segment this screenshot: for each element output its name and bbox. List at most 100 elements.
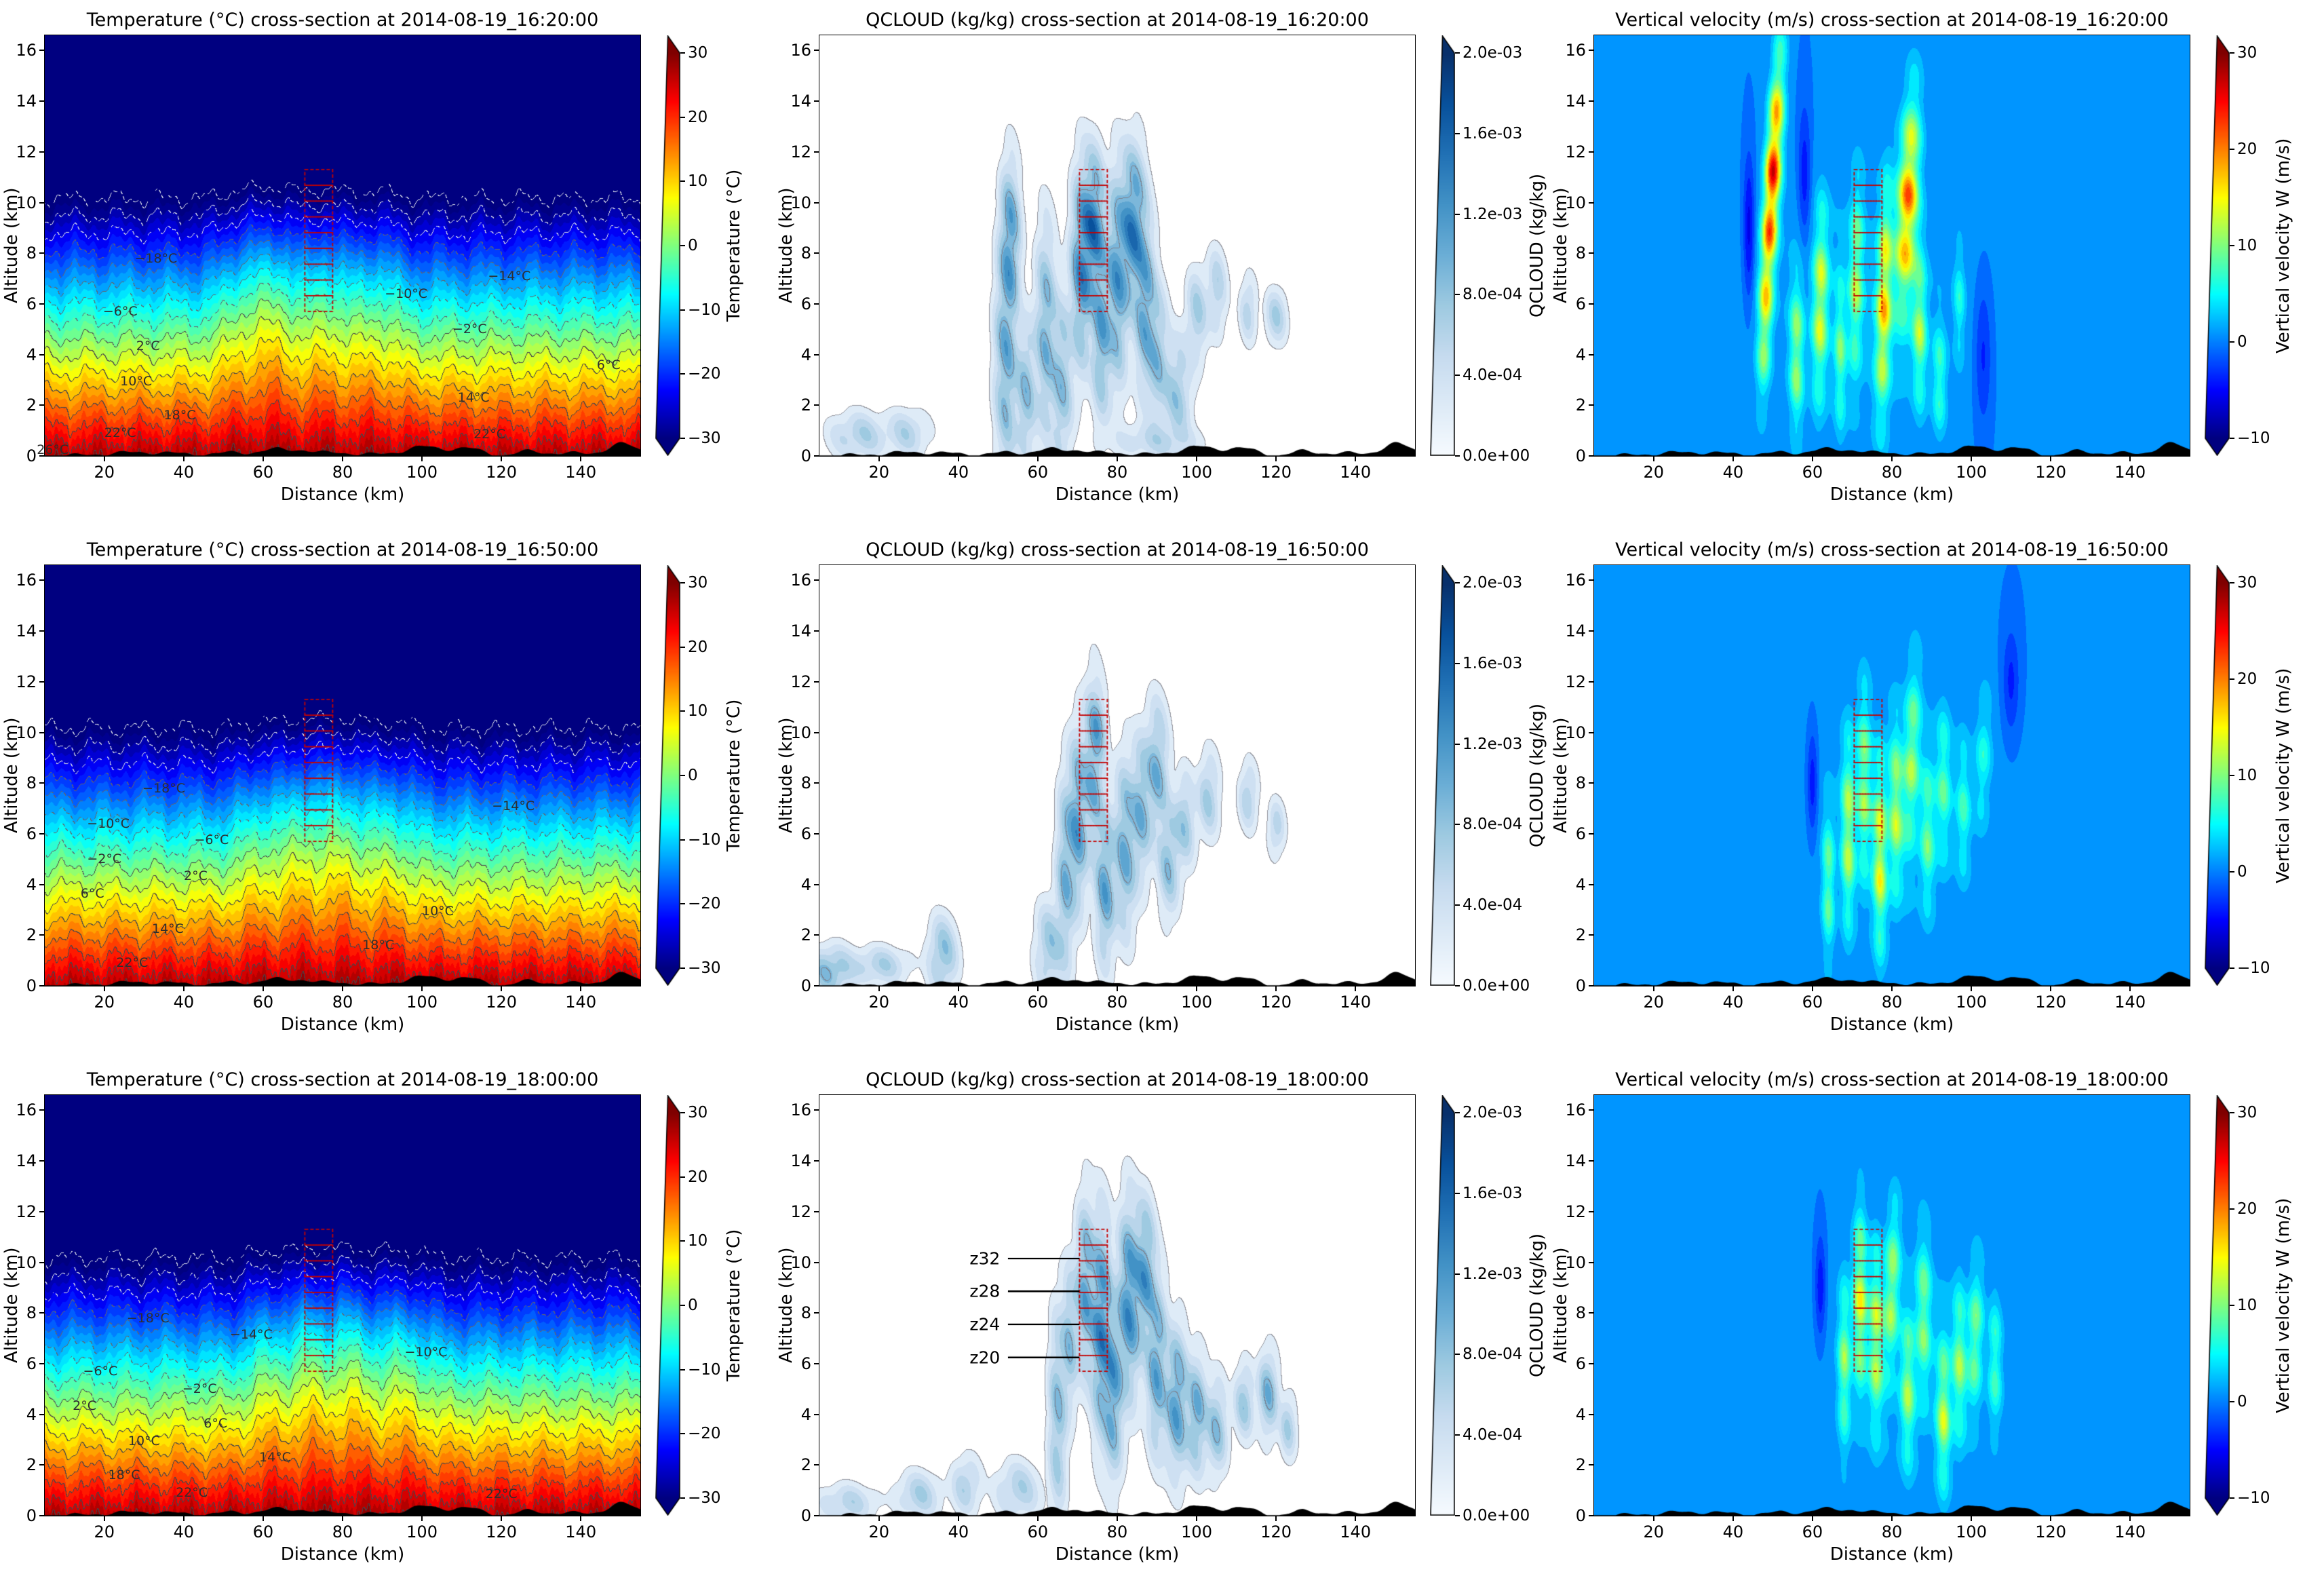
colorbar-tick-label: 10 <box>688 172 708 191</box>
x-tick <box>501 456 503 461</box>
contour-label: 22°C <box>473 427 506 442</box>
x-tick-label: 80 <box>332 463 353 482</box>
colorbar-tick <box>680 646 685 648</box>
contour-label: 2°C <box>183 868 208 883</box>
colorbar-tick <box>2230 775 2234 776</box>
colorbar-tick-label: 0 <box>688 767 698 784</box>
contour-label: 2°C <box>73 1398 96 1413</box>
y-tick-label: 4 <box>800 1404 811 1424</box>
x-tick <box>2050 986 2052 991</box>
x-tick <box>1891 456 1893 461</box>
y-tick-label: 2 <box>800 925 811 945</box>
x-tick <box>1971 1516 1973 1521</box>
y-tick <box>814 883 819 885</box>
y-tick-label: 12 <box>1565 1202 1586 1221</box>
contour-label: 22°C <box>104 425 136 441</box>
y-tick-label: 8 <box>1575 244 1586 263</box>
y-tick-label: 6 <box>1575 1354 1586 1373</box>
colorbar-tick <box>680 775 685 776</box>
colorbar-tick <box>1455 132 1460 134</box>
y-tick-label: 0 <box>26 1506 37 1525</box>
contour-label: −14°C <box>488 268 531 284</box>
colorbar-tick <box>680 582 685 583</box>
y-tick <box>814 1312 819 1314</box>
y-tick <box>1589 303 1594 305</box>
contour-label: 14°C <box>259 1450 291 1465</box>
annotation-label: z24 <box>969 1314 1001 1335</box>
x-tick <box>1891 986 1893 991</box>
colorbar-label: Temperature (°C) <box>724 1229 744 1382</box>
colorbar-tick <box>1455 743 1460 745</box>
x-tick-label: 40 <box>173 993 195 1012</box>
y-tick-label: 10 <box>16 193 37 212</box>
panel-qcloud-1620: QCLOUD (kg/kg) cross-section at 2014-08-… <box>775 0 1549 530</box>
colorbar-tick-label: 30 <box>2237 574 2258 592</box>
y-tick <box>39 353 45 356</box>
x-tick-label: 60 <box>1802 1522 1823 1541</box>
y-tick-label: 2 <box>26 396 37 415</box>
y-tick <box>39 934 45 936</box>
y-tick <box>814 1464 819 1466</box>
y-tick-label: 8 <box>1575 773 1586 793</box>
x-tick-label: 20 <box>1643 463 1665 482</box>
x-tick <box>1732 456 1734 461</box>
contour-label: 10°C <box>128 1433 160 1449</box>
colorbar-tick-label: −10 <box>688 830 721 849</box>
x-tick-label: 140 <box>1340 993 1372 1012</box>
plot-area <box>1593 1094 2190 1516</box>
y-tick-label: 16 <box>1565 41 1586 60</box>
y-tick <box>814 934 819 936</box>
colorbar-tick <box>1455 1112 1460 1113</box>
y-tick <box>1589 579 1594 581</box>
colorbar-tick-label: 20 <box>2237 140 2258 158</box>
y-tick <box>814 100 819 102</box>
y-tick-label: 4 <box>1575 875 1586 894</box>
y-tick <box>39 1312 45 1314</box>
y-tick <box>39 985 45 986</box>
colorbar-tick-label: 1.6e-03 <box>1463 1184 1523 1202</box>
y-tick <box>1589 353 1594 356</box>
x-tick-label: 40 <box>1722 993 1744 1012</box>
y-tick-label: 16 <box>16 571 37 590</box>
x-tick-label: 20 <box>868 463 890 482</box>
colorbar-label: Temperature (°C) <box>724 169 744 322</box>
colorbar-tick-label: −30 <box>688 959 721 977</box>
colorbar-label: Vertical velocity W (m/s) <box>2273 1197 2293 1413</box>
x-tick-label: 120 <box>2035 993 2067 1012</box>
y-tick <box>814 50 819 52</box>
y-tick-label: 12 <box>16 1202 37 1221</box>
colorbar <box>2205 35 2230 456</box>
x-tick-label: 140 <box>2114 993 2146 1012</box>
y-tick <box>39 782 45 784</box>
x-tick-label: 100 <box>406 1522 438 1541</box>
colorbar-tick <box>1455 1515 1460 1516</box>
y-tick-label: 16 <box>1565 1100 1586 1120</box>
colorbar-tick-label: 20 <box>2237 670 2258 688</box>
y-tick <box>1589 1261 1594 1263</box>
y-tick-label: 6 <box>1575 294 1586 313</box>
panel-temp-1650: Temperature (°C) cross-section at 2014-0… <box>0 530 775 1060</box>
x-tick-label: 40 <box>1722 1522 1744 1541</box>
colorbar-tick <box>680 438 685 439</box>
x-tick-label: 80 <box>1106 463 1128 482</box>
y-tick-label: 0 <box>26 976 37 995</box>
y-tick <box>39 1464 45 1466</box>
colorbar-tick <box>1455 1354 1460 1356</box>
colorbar-tick-label: 8.0e-04 <box>1463 816 1523 834</box>
colorbar-label: Vertical velocity W (m/s) <box>2273 138 2293 353</box>
x-tick-label: 140 <box>565 1522 597 1541</box>
x-tick-label: 120 <box>2035 1522 2067 1541</box>
x-tick-label: 100 <box>1956 1522 1987 1541</box>
y-tick-label: 14 <box>1565 1151 1586 1171</box>
contour-label: −10°C <box>385 286 428 301</box>
colorbar-tick-label: 0 <box>688 1297 698 1314</box>
x-tick <box>580 1516 582 1521</box>
x-tick <box>1652 986 1654 991</box>
y-tick-label: 16 <box>16 41 37 60</box>
colorbar-tick <box>1455 985 1460 986</box>
colorbar-tick-label: 4.0e-04 <box>1463 896 1523 915</box>
colorbar-tick <box>680 52 685 54</box>
x-tick <box>2050 1516 2052 1521</box>
y-tick-label: 4 <box>26 345 37 364</box>
colorbar-tick-label: 1.6e-03 <box>1463 654 1523 672</box>
